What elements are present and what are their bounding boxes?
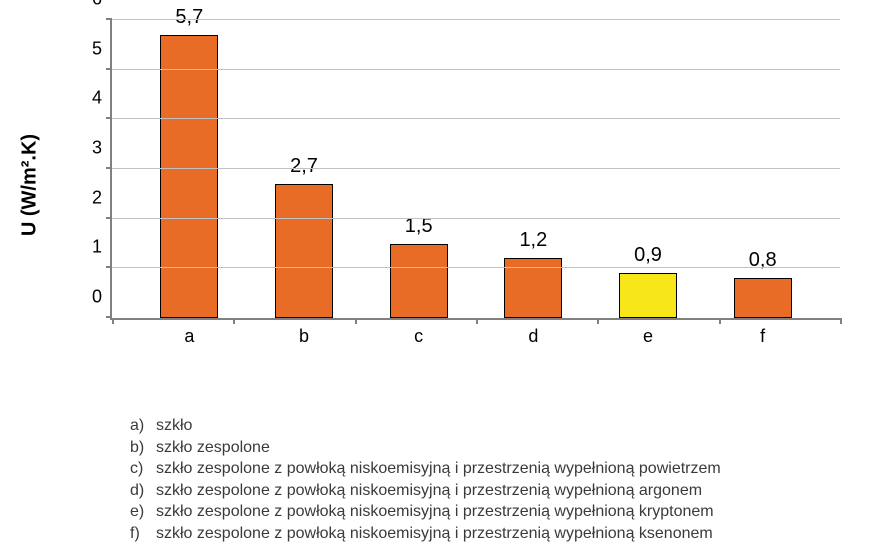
y-tick-label: 0	[92, 287, 112, 308]
bar-slot: 2,7b	[247, 20, 362, 318]
y-axis-label: U (W/m².K)	[19, 134, 42, 236]
legend-key: e)	[130, 501, 156, 523]
legend-text: szkło zespolone z powłoką niskoemisyjną …	[156, 523, 849, 545]
y-tick-mark	[106, 167, 112, 169]
bar-f	[734, 278, 792, 318]
gridline	[112, 69, 840, 70]
gridline	[112, 267, 840, 268]
bar-value-label: 0,9	[634, 244, 662, 267]
y-tick-mark	[106, 68, 112, 70]
legend-row: b)szkło zespolone	[130, 437, 849, 459]
legend-row: d)szkło zespolone z powłoką niskoemisyjn…	[130, 480, 849, 502]
legend-row: a)szkło	[130, 415, 849, 437]
legend-text: szkło zespolone z powłoką niskoemisyjną …	[156, 458, 849, 480]
bar-value-label: 0,8	[749, 249, 777, 272]
bar-value-label: 5,7	[175, 6, 203, 29]
y-tick-mark	[106, 117, 112, 119]
y-tick-label: 4	[92, 88, 112, 109]
x-tick-label: a	[184, 318, 194, 347]
bar-e	[619, 273, 677, 318]
legend-key: d)	[130, 480, 156, 502]
gridline	[112, 218, 840, 219]
legend-row: f)szkło zespolone z powłoką niskoemisyjn…	[130, 523, 849, 545]
chart-container: U (W/m².K) 5,7a2,7b1,5c1,2d0,9e0,8f 0123…	[0, 0, 869, 540]
x-tick-label: f	[760, 318, 765, 347]
bar-value-label: 1,2	[519, 229, 547, 252]
gridline	[112, 168, 840, 169]
plot-area: 5,7a2,7b1,5c1,2d0,9e0,8f 0123456	[110, 20, 840, 320]
x-tick-label: b	[299, 318, 309, 347]
y-tick-mark	[106, 217, 112, 219]
y-tick-label: 2	[92, 187, 112, 208]
y-tick-label: 3	[92, 138, 112, 159]
x-tick-mark	[233, 318, 235, 324]
bar-a	[160, 35, 218, 318]
gridline	[112, 19, 840, 20]
chart-wrapper: U (W/m².K) 5,7a2,7b1,5c1,2d0,9e0,8f 0123…	[40, 10, 860, 360]
legend-row: c)szkło zespolone z powłoką niskoemisyjn…	[130, 458, 849, 480]
bar-c	[390, 244, 448, 319]
gridline	[112, 118, 840, 119]
legend-row: e)szkło zespolone z powłoką niskoemisyjn…	[130, 501, 849, 523]
x-tick-mark	[112, 318, 114, 324]
legend-text: szkło zespolone z powłoką niskoemisyjną …	[156, 501, 849, 523]
bar-slot: 1,2d	[476, 20, 591, 318]
y-tick-label: 1	[92, 237, 112, 258]
x-tick-mark	[476, 318, 478, 324]
legend-text: szkło zespolone	[156, 437, 849, 459]
x-tick-mark	[355, 318, 357, 324]
x-tick-mark	[719, 318, 721, 324]
x-tick-mark	[840, 318, 842, 324]
bars-group: 5,7a2,7b1,5c1,2d0,9e0,8f	[112, 20, 840, 318]
bar-slot: 0,9e	[591, 20, 706, 318]
x-tick-mark	[597, 318, 599, 324]
x-tick-label: e	[643, 318, 653, 347]
y-tick-label: 5	[92, 38, 112, 59]
legend-key: b)	[130, 437, 156, 459]
legend-text: szkło	[156, 415, 849, 437]
y-tick-mark	[106, 18, 112, 20]
bar-slot: 1,5c	[361, 20, 476, 318]
legend-text: szkło zespolone z powłoką niskoemisyjną …	[156, 480, 849, 502]
bar-b	[275, 184, 333, 318]
bar-slot: 5,7a	[132, 20, 247, 318]
bar-slot: 0,8f	[705, 20, 820, 318]
bar-value-label: 2,7	[290, 155, 318, 178]
x-tick-label: d	[528, 318, 538, 347]
legend: a)szkłob)szkło zespolonec)szkło zespolon…	[130, 415, 849, 545]
legend-key: f)	[130, 523, 156, 545]
legend-key: c)	[130, 458, 156, 480]
y-tick-label: 6	[92, 0, 112, 10]
y-tick-mark	[106, 266, 112, 268]
x-tick-label: c	[414, 318, 423, 347]
legend-key: a)	[130, 415, 156, 437]
